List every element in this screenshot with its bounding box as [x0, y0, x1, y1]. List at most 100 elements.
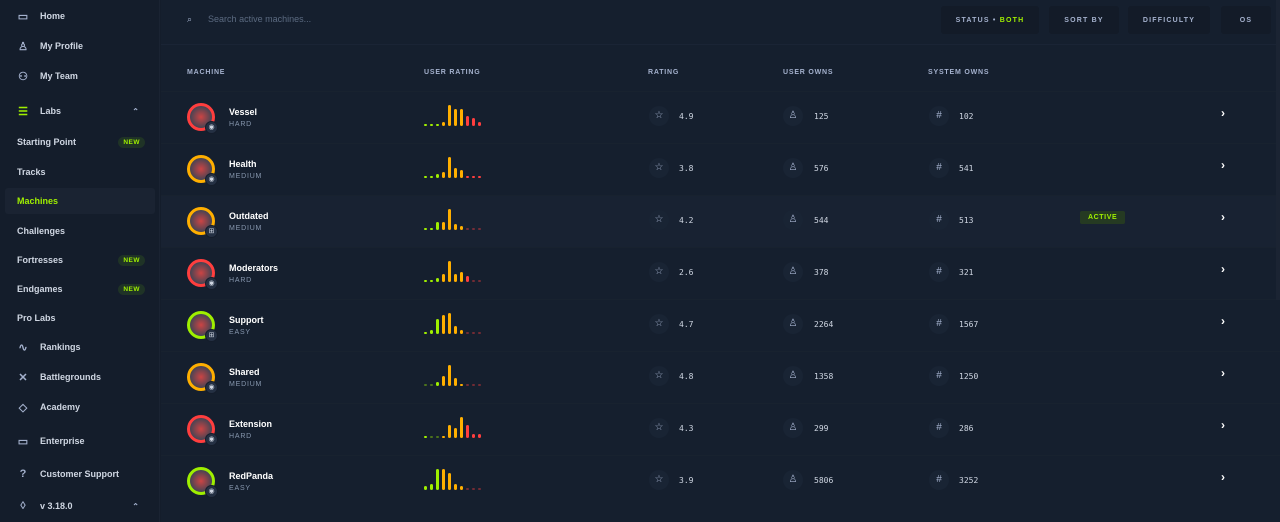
sidebar-item-machines[interactable]: Machines	[5, 188, 155, 214]
laptop-icon: ▭	[17, 435, 29, 448]
rating-value: 4.7	[679, 320, 694, 329]
difficulty-filter-button[interactable]: DIFFICULTY	[1128, 6, 1210, 34]
user-owns-value: 125	[814, 112, 829, 121]
sidebar-item-home[interactable]: ▭ Home	[0, 3, 155, 29]
table-row[interactable]: ◉ RedPanda EASY ☆ 3.9 ♙ 5806 # 3252 ›	[161, 455, 1280, 507]
rating-bar	[478, 175, 481, 178]
rating-bar	[442, 121, 445, 126]
sidebar-item-fortresses[interactable]: Fortresses NEW	[0, 247, 155, 273]
rating-bar	[454, 325, 457, 334]
system-owns-value: 1567	[959, 320, 979, 329]
machine-avatar: ◉	[187, 259, 218, 290]
sidebar-item-battlegrounds[interactable]: ✕ Battlegrounds	[0, 364, 155, 390]
star-icon: ☆	[649, 262, 669, 282]
chevron-right-icon[interactable]: ›	[1221, 106, 1225, 120]
machine-name[interactable]: Vessel	[229, 107, 258, 117]
graduation-cap-icon: ◇	[18, 401, 28, 414]
rating-bar	[436, 123, 439, 126]
rating-bar	[466, 275, 469, 282]
sidebar-item-academy[interactable]: ◇ Academy	[0, 394, 155, 420]
table-row[interactable]: ⊞ Support EASY ☆ 4.7 ♙ 2264 # 1567 ›	[161, 299, 1280, 351]
sidebar-item-label: Starting Point	[17, 137, 76, 147]
sidebar-item-tracks[interactable]: Tracks	[0, 159, 155, 185]
machine-name[interactable]: Extension	[229, 419, 273, 429]
rating-bar	[472, 228, 475, 230]
machine-name[interactable]: Shared	[229, 367, 260, 377]
sidebar-item-my-team[interactable]: ⚇ My Team	[0, 63, 155, 89]
table-row[interactable]: ⊞ Outdated MEDIUM ☆ 4.2 ♙ 544 # 513 ACTI…	[161, 195, 1280, 247]
sidebar-item-customer-support[interactable]: ? Customer Support	[0, 461, 155, 487]
table-row[interactable]: ◉ Health MEDIUM ☆ 3.8 ♙ 576 # 541 ›	[161, 143, 1280, 195]
table-row[interactable]: ◉ Shared MEDIUM ☆ 4.8 ♙ 1358 # 1250 ›	[161, 351, 1280, 403]
scrollbar[interactable]	[1276, 0, 1280, 300]
sidebar-item-my-profile[interactable]: ♙ My Profile	[0, 33, 155, 59]
sidebar-item-enterprise[interactable]: ▭ Enterprise	[0, 428, 155, 454]
machine-difficulty: HARD	[229, 121, 253, 128]
column-header[interactable]: RATING	[648, 69, 680, 76]
table-row[interactable]: ◉ Extension HARD ☆ 4.3 ♙ 299 # 286 ›	[161, 403, 1280, 455]
sidebar-item-rankings[interactable]: ∿ Rankings	[0, 334, 155, 360]
column-header[interactable]: USER RATING	[424, 69, 481, 76]
column-header[interactable]: USER OWNS	[783, 69, 834, 76]
chevron-right-icon[interactable]: ›	[1221, 470, 1225, 484]
sidebar-item-label: Rankings	[40, 342, 81, 352]
sidebar-item-label: Fortresses	[17, 255, 64, 265]
star-icon: ☆	[649, 366, 669, 386]
rating-bar	[430, 175, 433, 178]
column-header[interactable]: MACHINE	[187, 69, 226, 76]
sort-by-button[interactable]: SORT BY	[1049, 6, 1119, 34]
sidebar-item-pro-labs[interactable]: Pro Labs	[0, 305, 155, 331]
sidebar-item-labs[interactable]: ☰ Labs ⌃	[0, 98, 155, 124]
table-row[interactable]: ◉ Vessel HARD ☆ 4.9 ♙ 125 # 102 ›	[161, 91, 1280, 143]
chevron-right-icon[interactable]: ›	[1221, 418, 1225, 432]
rating-bar	[454, 223, 457, 230]
table-row[interactable]: ◉ Moderators HARD ☆ 2.6 ♙ 378 # 321 ›	[161, 247, 1280, 299]
rating-bar	[478, 280, 481, 282]
linux-os-icon: ◉	[205, 173, 218, 186]
rating-bar	[478, 488, 481, 490]
star-icon: ☆	[649, 106, 669, 126]
search-icon: ⌕	[187, 14, 193, 24]
machine-name[interactable]: Support	[229, 315, 264, 325]
chevron-right-icon[interactable]: ›	[1221, 314, 1225, 328]
sidebar-item-challenges[interactable]: Challenges	[0, 218, 155, 244]
rating-bar	[436, 469, 439, 490]
linux-os-icon: ◉	[205, 433, 218, 446]
machine-name[interactable]: Outdated	[229, 211, 269, 221]
rating-bar	[460, 417, 463, 438]
user-icon: ♙	[783, 262, 803, 282]
rating-bar	[454, 483, 457, 490]
system-owns-value: 321	[959, 268, 974, 277]
sidebar-item-label: My Team	[40, 71, 78, 81]
rating-bar	[454, 273, 457, 282]
rating-bar	[448, 261, 451, 282]
search-input[interactable]: ⌕ Search active machines...	[187, 14, 311, 25]
chevron-right-icon[interactable]: ›	[1221, 262, 1225, 276]
machine-name[interactable]: RedPanda	[229, 471, 274, 481]
user-owns-value: 299	[814, 424, 829, 433]
machine-difficulty: MEDIUM	[229, 173, 263, 180]
user-icon: ♙	[783, 210, 803, 230]
star-icon: ☆	[649, 470, 669, 490]
user-icon: ♙	[783, 106, 803, 126]
user-rating-chart	[424, 414, 494, 438]
rating-bar	[430, 483, 433, 490]
status-filter-button[interactable]: STATUS • BOTH	[941, 6, 1039, 34]
rating-bar	[472, 117, 475, 126]
os-filter-button[interactable]: OS	[1221, 6, 1271, 34]
rating-bar	[478, 332, 481, 334]
sidebar-item-endgames[interactable]: Endgames NEW	[0, 276, 155, 302]
rating-bar	[424, 227, 427, 230]
machine-avatar: ◉	[187, 155, 218, 186]
chevron-right-icon[interactable]: ›	[1221, 210, 1225, 224]
chevron-right-icon[interactable]: ›	[1221, 366, 1225, 380]
sidebar-item-starting-point[interactable]: Starting Point NEW	[0, 129, 155, 155]
sidebar-item-v-3-18-0[interactable]: ◊ v 3.18.0 ⌃	[0, 493, 155, 519]
swords-icon: ✕	[18, 371, 28, 384]
chevron-right-icon[interactable]: ›	[1221, 158, 1225, 172]
rating-bar	[424, 279, 427, 282]
machine-name[interactable]: Health	[229, 159, 257, 169]
column-header[interactable]: SYSTEM OWNS	[928, 69, 990, 76]
hash-icon: #	[929, 158, 949, 178]
machine-name[interactable]: Moderators	[229, 263, 279, 273]
